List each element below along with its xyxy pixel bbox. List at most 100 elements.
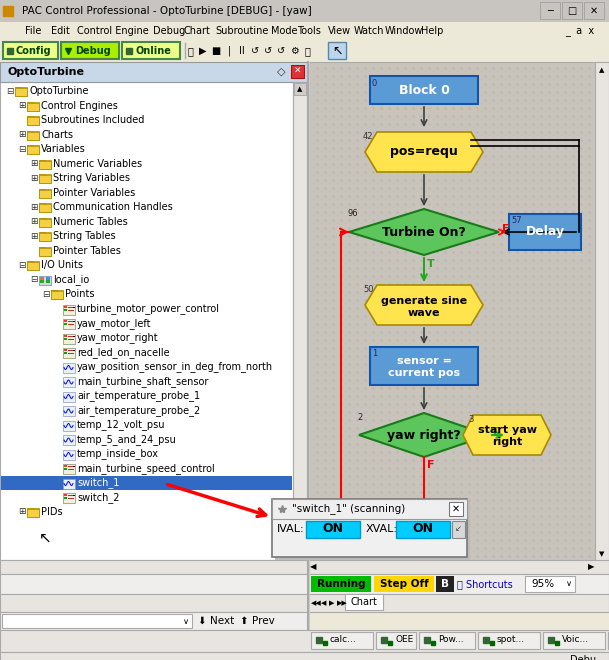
Bar bbox=[3, 42, 58, 59]
Text: ⊞: ⊞ bbox=[18, 508, 26, 516]
Bar bbox=[39, 275, 51, 284]
Text: T: T bbox=[427, 259, 435, 269]
Bar bbox=[294, 83, 306, 95]
Polygon shape bbox=[463, 415, 551, 455]
Bar bbox=[540, 2, 560, 19]
Bar bbox=[27, 116, 39, 125]
Text: View: View bbox=[328, 26, 351, 36]
Bar bbox=[525, 576, 575, 592]
Text: Chart: Chart bbox=[351, 597, 378, 607]
Text: F: F bbox=[502, 224, 510, 234]
Text: Turbine On?: Turbine On? bbox=[382, 226, 466, 238]
Bar bbox=[1, 475, 292, 490]
Bar bbox=[51, 291, 63, 299]
Text: ▲: ▲ bbox=[297, 86, 303, 92]
Bar bbox=[293, 82, 307, 560]
Text: B: B bbox=[441, 579, 449, 589]
Bar bbox=[309, 62, 609, 562]
Polygon shape bbox=[365, 132, 483, 172]
Bar bbox=[328, 42, 346, 59]
Bar bbox=[46, 279, 50, 282]
Bar bbox=[64, 323, 67, 325]
Bar bbox=[27, 261, 33, 264]
Text: turbine_motor_power_control: turbine_motor_power_control bbox=[77, 304, 220, 314]
Text: spot...: spot... bbox=[497, 636, 525, 645]
Text: Chart: Chart bbox=[184, 26, 211, 36]
Bar bbox=[509, 214, 581, 250]
Bar bbox=[419, 632, 475, 649]
Bar bbox=[46, 277, 50, 279]
Bar bbox=[0, 0, 609, 22]
Polygon shape bbox=[359, 413, 489, 457]
Text: Charts: Charts bbox=[41, 130, 73, 140]
Text: Running: Running bbox=[317, 579, 365, 589]
Bar bbox=[275, 502, 470, 560]
Bar bbox=[63, 464, 75, 474]
Text: _  a  x: _ a x bbox=[565, 26, 594, 36]
Text: |: | bbox=[227, 46, 231, 56]
Text: Numeric Variables: Numeric Variables bbox=[53, 159, 142, 169]
Text: Watch: Watch bbox=[354, 26, 384, 36]
Text: OptoTurbine: OptoTurbine bbox=[7, 67, 84, 77]
Bar bbox=[27, 102, 33, 104]
Bar bbox=[27, 131, 39, 139]
Text: temp_12_volt_psu: temp_12_volt_psu bbox=[77, 419, 166, 430]
Text: ⊞: ⊞ bbox=[30, 203, 38, 212]
Text: ↙: ↙ bbox=[454, 525, 462, 533]
Text: Pointer Variables: Pointer Variables bbox=[53, 187, 135, 198]
Text: ◀◀: ◀◀ bbox=[311, 600, 322, 606]
Text: local_io: local_io bbox=[53, 275, 90, 285]
Bar bbox=[63, 362, 75, 372]
Text: generate sine: generate sine bbox=[381, 296, 467, 306]
Bar bbox=[39, 204, 51, 212]
Text: yaw right?: yaw right? bbox=[387, 428, 461, 442]
Bar bbox=[478, 632, 540, 649]
Text: right: right bbox=[492, 437, 522, 447]
Bar bbox=[39, 218, 45, 220]
Bar bbox=[63, 406, 75, 416]
Text: Subroutine: Subroutine bbox=[215, 26, 269, 36]
Bar bbox=[27, 508, 33, 510]
Bar bbox=[584, 2, 604, 19]
Bar bbox=[39, 160, 51, 168]
Text: pos=requ: pos=requ bbox=[390, 145, 458, 158]
Polygon shape bbox=[365, 285, 483, 325]
Bar bbox=[39, 189, 51, 197]
Text: 🔴: 🔴 bbox=[304, 46, 310, 56]
Text: Debug: Debug bbox=[153, 26, 185, 36]
Bar bbox=[64, 337, 67, 339]
Bar bbox=[595, 62, 609, 562]
Text: ⓘ Shortcuts: ⓘ Shortcuts bbox=[457, 579, 513, 589]
Bar bbox=[64, 494, 67, 496]
Bar bbox=[63, 333, 75, 343]
Text: yaw_position_sensor_in_deg_from_north: yaw_position_sensor_in_deg_from_north bbox=[77, 361, 273, 372]
Bar bbox=[15, 88, 27, 96]
Text: main_turbine_speed_control: main_turbine_speed_control bbox=[77, 463, 215, 474]
Text: air_temperature_probe_1: air_temperature_probe_1 bbox=[77, 390, 200, 401]
Bar bbox=[370, 347, 478, 385]
Bar bbox=[63, 391, 75, 401]
Text: ▶▶: ▶▶ bbox=[337, 600, 348, 606]
Text: ↖: ↖ bbox=[38, 531, 51, 546]
Bar bbox=[63, 319, 75, 329]
Bar bbox=[370, 76, 478, 104]
Text: ⊟: ⊟ bbox=[42, 290, 49, 299]
Bar bbox=[436, 576, 454, 592]
Bar bbox=[272, 499, 467, 557]
Text: "switch_1" (scanning): "switch_1" (scanning) bbox=[292, 504, 405, 514]
Text: Window: Window bbox=[385, 26, 423, 36]
Bar bbox=[39, 174, 45, 177]
Bar bbox=[27, 131, 33, 133]
Text: ▶: ▶ bbox=[329, 600, 334, 606]
Bar bbox=[309, 560, 609, 574]
Text: air_temperature_probe_2: air_temperature_probe_2 bbox=[77, 405, 200, 416]
Bar bbox=[63, 377, 75, 387]
Text: temp_inside_box: temp_inside_box bbox=[77, 448, 159, 459]
Bar bbox=[39, 232, 45, 235]
Bar bbox=[39, 174, 51, 183]
Bar bbox=[63, 304, 75, 315]
Bar bbox=[15, 87, 27, 96]
Text: Mode: Mode bbox=[271, 26, 298, 36]
Text: ◇: ◇ bbox=[276, 67, 285, 77]
Bar bbox=[308, 62, 310, 630]
